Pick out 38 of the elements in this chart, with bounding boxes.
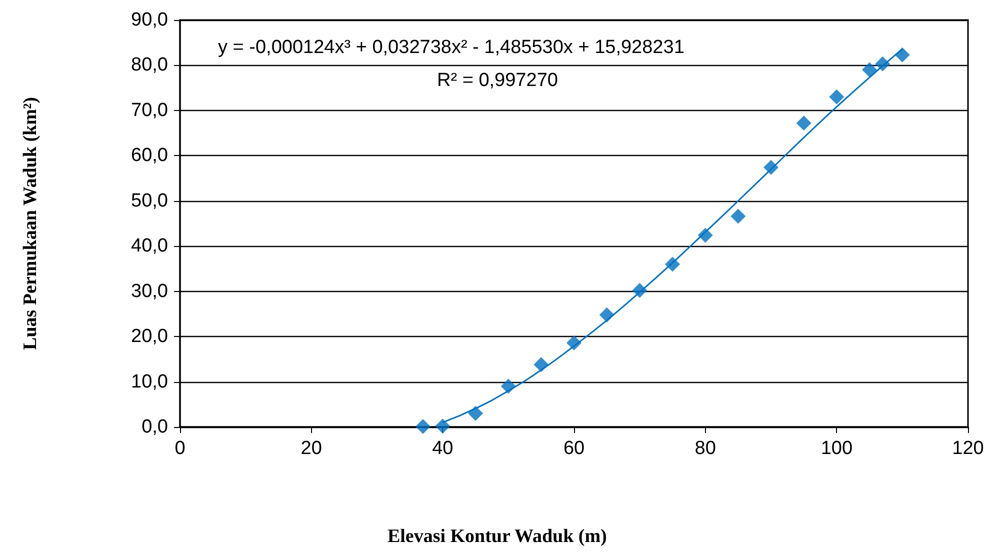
x-tick-label: 0: [174, 438, 186, 459]
x-tick-label: 20: [300, 438, 322, 459]
point: [730, 208, 746, 224]
point: [500, 378, 516, 394]
x-tick-label: 80: [694, 438, 716, 459]
y-tick-label: 90,0: [131, 10, 168, 30]
point: [796, 116, 812, 131]
y-tick-label: 30,0: [131, 280, 168, 302]
x-tick-label: 40: [432, 438, 454, 459]
x-tick-label: 60: [563, 438, 585, 459]
y-axis-title: Luas Permukaan Waduk (km²): [20, 97, 41, 350]
point: [566, 335, 582, 350]
point: [875, 56, 890, 72]
point: [894, 47, 910, 62]
point: [468, 406, 483, 421]
y-tick-label: 50,0: [131, 190, 168, 212]
point: [632, 282, 648, 298]
point: [698, 228, 713, 243]
point: [599, 307, 614, 322]
point: [862, 62, 877, 78]
point: [829, 89, 844, 104]
x-tick-label: 120: [952, 438, 984, 459]
point: [435, 418, 450, 434]
point: [764, 160, 778, 175]
y-tick-label: 60,0: [131, 145, 168, 166]
y-tick-label: 0,0: [142, 416, 168, 438]
y-tick-label: 70,0: [131, 100, 168, 121]
x-tick-label: 100: [820, 438, 853, 459]
annotation: y = -0,000124x³ + 0,032738x² - 1,485530x + 15,928231: [218, 37, 684, 58]
point: [415, 419, 430, 434]
point: [534, 357, 549, 372]
y-tick-label: 20,0: [131, 326, 168, 348]
y-tick-label: 40,0: [131, 236, 168, 257]
x-axis-title: Elevasi Kontur Waduk (m): [387, 526, 607, 547]
y-tick-label: 10,0: [131, 371, 168, 392]
y-tick-label: 80,0: [131, 54, 168, 76]
annotation: R² = 0,997270: [437, 70, 558, 91]
point: [665, 256, 680, 272]
